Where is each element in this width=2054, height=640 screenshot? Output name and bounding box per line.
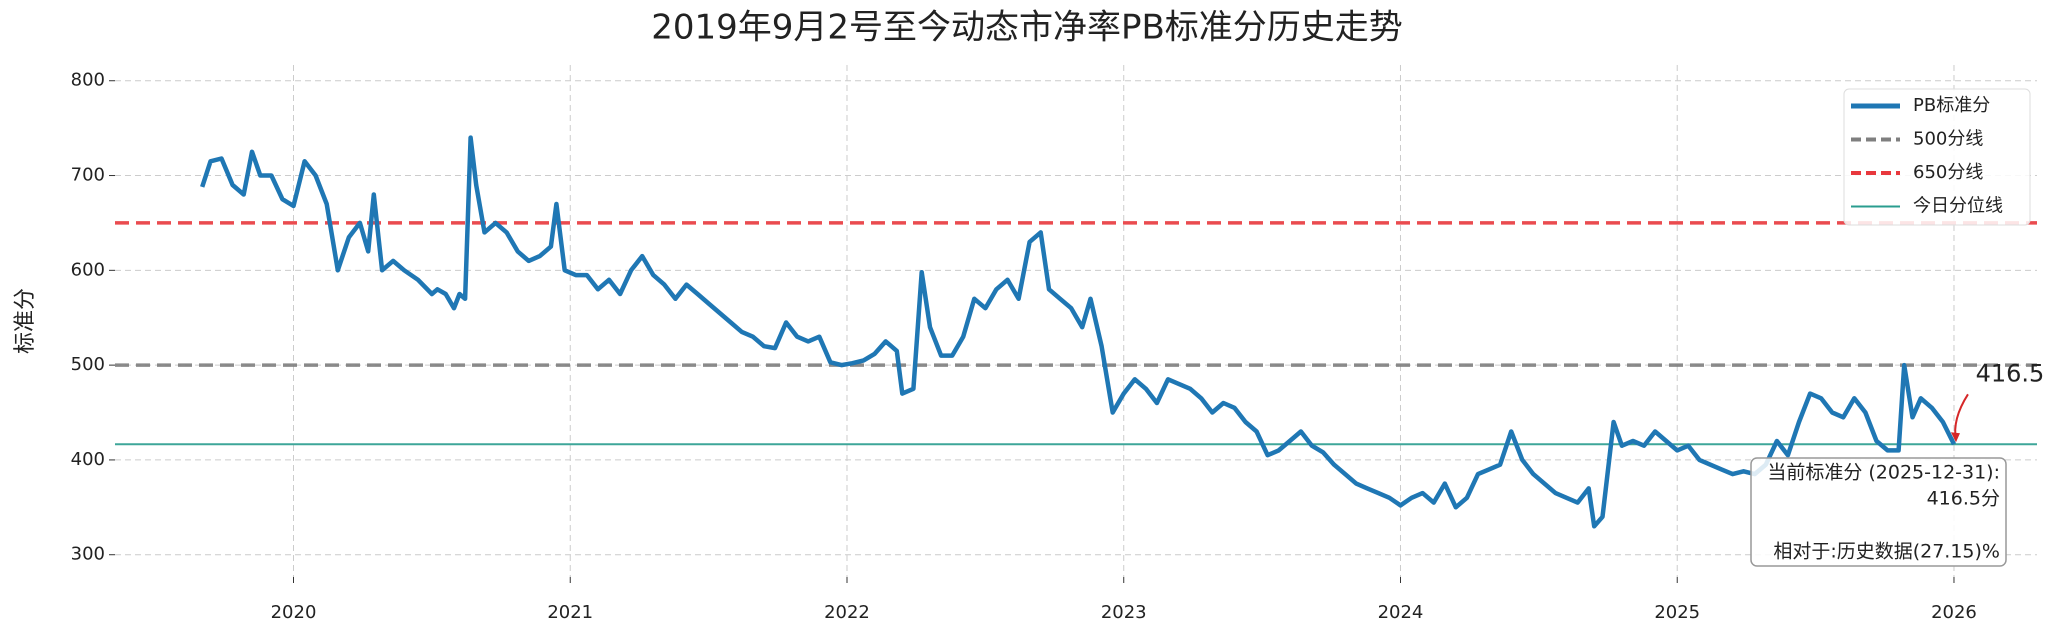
note-text: 416.5分 <box>1927 488 2000 510</box>
legend-label: 今日分位线 <box>1913 196 2003 217</box>
note-text: 相对于:历史数据(27.15)% <box>1773 541 2000 563</box>
note-box <box>1750 457 2007 567</box>
y-tick-label: 600 <box>71 259 105 280</box>
legend-label: PB标准分 <box>1913 95 1990 116</box>
x-tick-label: 2024 <box>1378 602 1424 623</box>
y-tick-label: 300 <box>71 544 105 565</box>
x-tick-label: 2020 <box>271 602 317 623</box>
x-tick-label: 2023 <box>1101 602 1147 623</box>
y-tick-label: 800 <box>71 70 105 91</box>
x-tick-label: 2021 <box>547 602 593 623</box>
annotation-arrowhead <box>1950 432 1960 443</box>
annotation-label: 416.5 <box>1976 359 2045 387</box>
y-axis-label: 标准分 <box>13 288 38 354</box>
note-text: 当前标准分 (2025-12-31): <box>1767 462 2000 484</box>
x-tick-label: 2026 <box>1931 602 1977 623</box>
data-line <box>200 135 1957 529</box>
chart-title: 2019年9月2号至今动态市净率PB标准分历史走势 <box>651 8 1403 48</box>
y-tick-label: 500 <box>71 354 105 375</box>
x-tick-label: 2022 <box>824 602 870 623</box>
legend-box <box>1843 88 2031 226</box>
legend-label: 650分线 <box>1913 162 1983 183</box>
y-tick-label: 400 <box>71 449 105 470</box>
legend-label: 500分线 <box>1913 129 1983 150</box>
y-tick-label: 700 <box>71 165 105 186</box>
x-tick-label: 2025 <box>1654 602 1700 623</box>
